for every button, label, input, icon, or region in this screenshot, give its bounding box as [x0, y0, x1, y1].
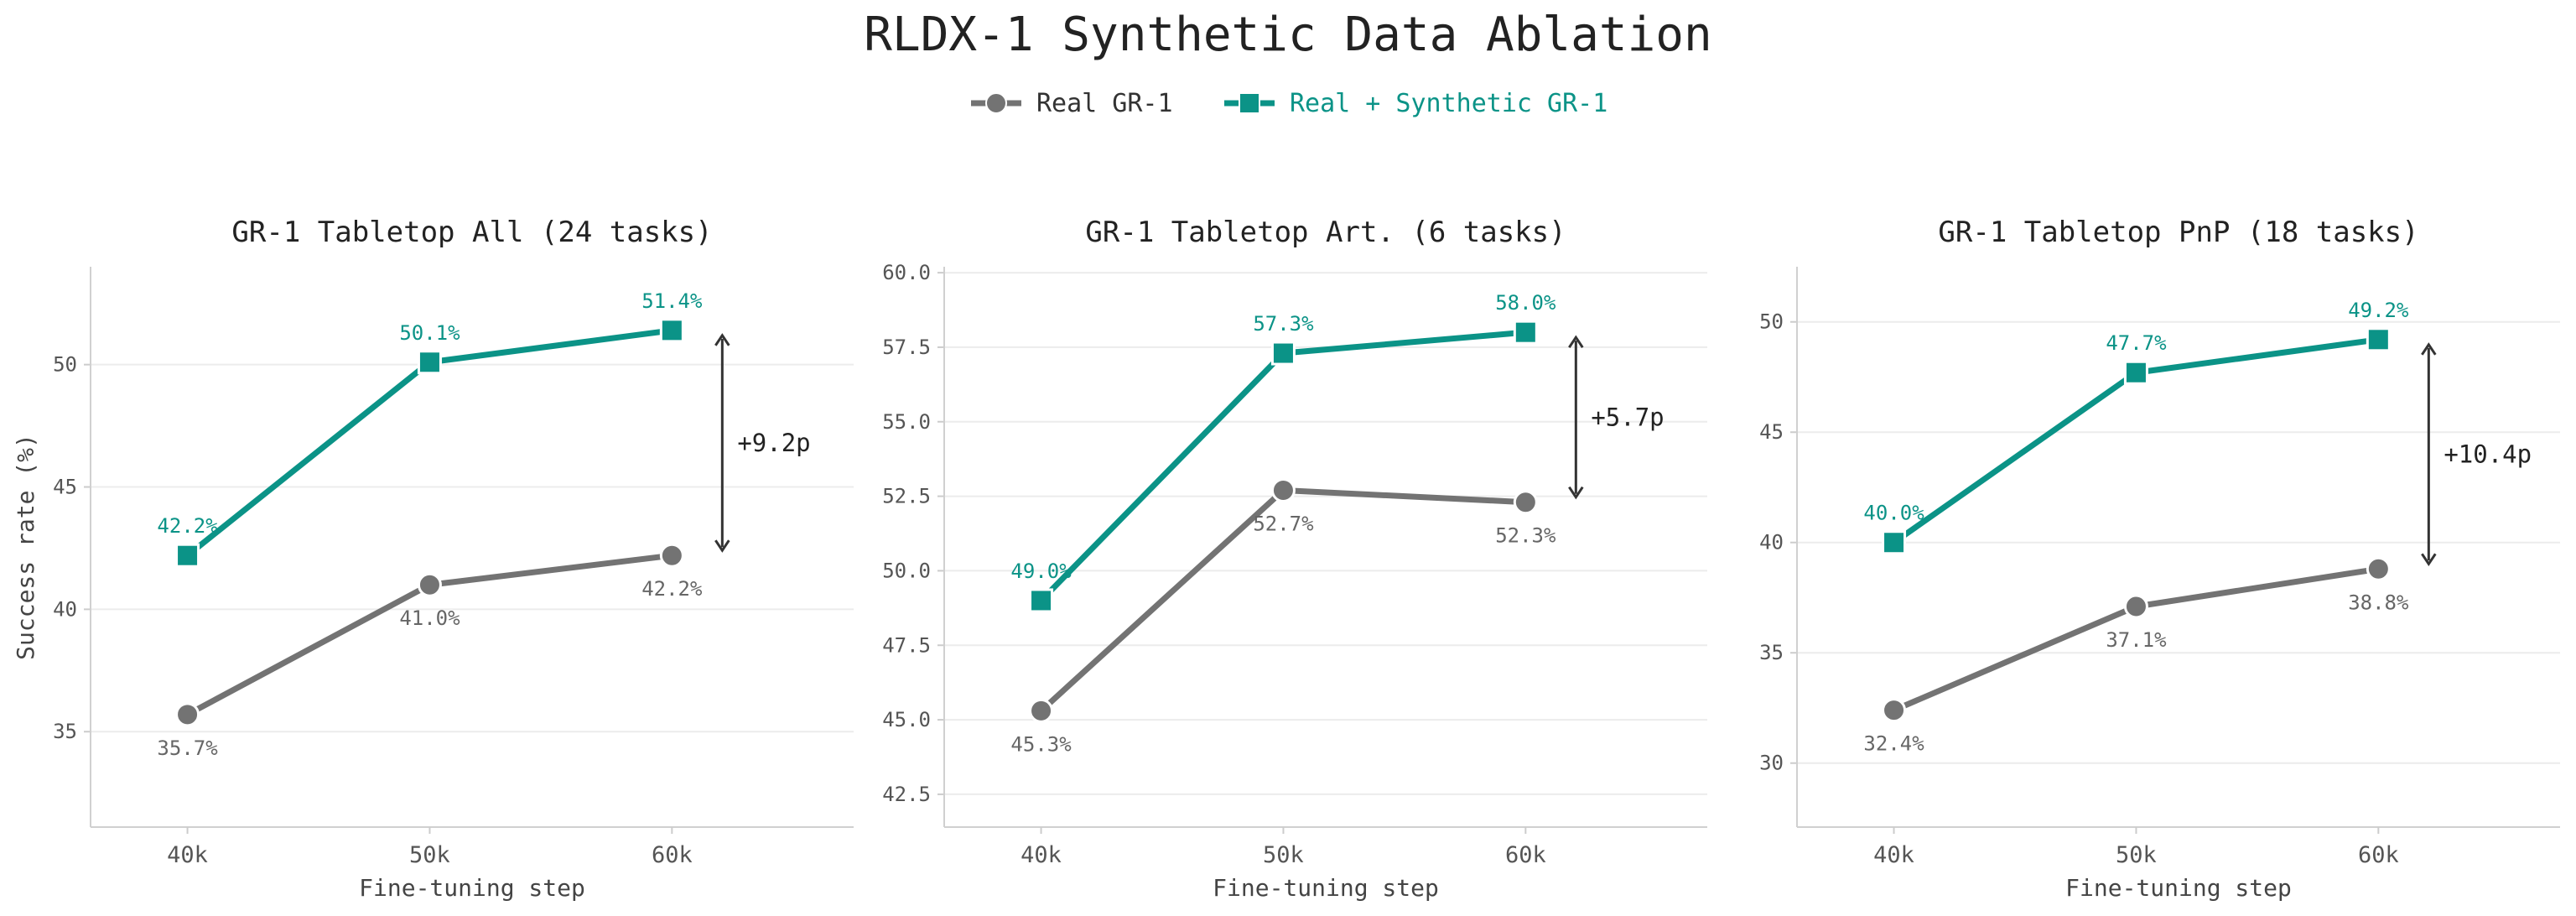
- gain-annotation: +9.2p: [714, 333, 811, 553]
- y-tick-label: 47.5: [882, 633, 931, 657]
- x-axis-label: Fine-tuning step: [2065, 874, 2292, 902]
- y-tick-label: 50: [53, 353, 77, 377]
- y-tick-label: 40: [53, 597, 77, 621]
- data-label-synthetic: 58.0%: [1495, 291, 1556, 315]
- legend-item-synthetic: Real + Synthetic GR-1: [1224, 89, 1607, 118]
- panel-title: GR-1 Tabletop PnP (18 tasks): [1938, 216, 2418, 249]
- y-tick-label: 35: [53, 720, 77, 743]
- data-point-synthetic: [1513, 320, 1538, 345]
- x-tick-label: 40k: [1873, 842, 1914, 868]
- legend-real-marker: [985, 92, 1007, 114]
- data-label-synthetic: 40.0%: [1863, 502, 1924, 525]
- gain-arrow-head-top: [2421, 342, 2437, 356]
- gain-arrow-head-top: [714, 333, 730, 346]
- data-point-real: [659, 543, 684, 568]
- data-label-real: 45.3%: [1010, 732, 1072, 756]
- x-axis-label: Fine-tuning step: [1213, 874, 1439, 902]
- x-tick-label: 60k: [652, 842, 693, 868]
- data-point-synthetic: [1270, 341, 1296, 366]
- gain-arrow-head-bottom: [2421, 553, 2437, 567]
- data-label-real: 52.7%: [1253, 512, 1314, 535]
- x-tick-label: 60k: [1505, 842, 1546, 868]
- y-tick-label: 45: [1759, 420, 1784, 444]
- data-point-real: [1270, 477, 1296, 502]
- gain-arrow-head-bottom: [1568, 486, 1584, 500]
- x-tick-label: 50k: [1263, 842, 1304, 868]
- data-label-synthetic: 51.4%: [641, 289, 703, 313]
- panel-2: 42.5 45.0 47.5 50.0 52.5 55.0 57.5 60.0 40k 50k 60…: [882, 216, 1707, 902]
- y-tick-label: 50: [1759, 310, 1784, 334]
- data-label-synthetic: 50.1%: [399, 321, 460, 345]
- y-tick-label: 57.5: [882, 336, 931, 359]
- data-point-real: [2123, 594, 2148, 619]
- legend-item-real: Real GR-1: [971, 89, 1173, 118]
- data-label-real: 52.3%: [1495, 524, 1556, 548]
- data-label-synthetic: 49.0%: [1010, 559, 1072, 583]
- panel-1: 35 40 45 50 40k 50k 60k GR-1 Tabletop All (24 t…: [12, 216, 854, 902]
- data-label-synthetic: 49.2%: [2348, 299, 2409, 322]
- gain-label: +5.7p: [1591, 403, 1664, 431]
- gain-annotation: +5.7p: [1568, 335, 1665, 500]
- data-label-real: 42.2%: [641, 577, 703, 601]
- x-tick-label: 40k: [1021, 842, 1062, 868]
- legend-synthetic-label: Real + Synthetic GR-1: [1290, 89, 1607, 118]
- y-tick-label: 35: [1759, 641, 1784, 664]
- data-label-real: 35.7%: [157, 736, 218, 760]
- data-point-real: [1029, 698, 1054, 723]
- y-tick-label: 50.0: [882, 559, 931, 582]
- data-point-real: [175, 702, 200, 727]
- y-tick-label: 45: [53, 476, 77, 499]
- data-point-synthetic: [417, 350, 442, 375]
- y-axis-label: Success rate (%): [12, 434, 39, 660]
- data-label-synthetic: 57.3%: [1253, 312, 1314, 336]
- x-tick-label: 60k: [2358, 842, 2399, 868]
- data-point-real: [1513, 490, 1538, 515]
- y-tick-label: 42.5: [882, 783, 931, 806]
- y-tick-label: 52.5: [882, 485, 931, 508]
- legend-synthetic-marker: [1239, 92, 1260, 114]
- y-tick-label: 40: [1759, 531, 1784, 554]
- data-label-synthetic: 42.2%: [157, 514, 218, 538]
- y-tick-label: 45.0: [882, 708, 931, 731]
- data-point-synthetic: [659, 318, 684, 343]
- data-point-synthetic: [1882, 530, 1907, 555]
- gain-arrow-head-bottom: [714, 539, 730, 553]
- panel-title: GR-1 Tabletop Art. (6 tasks): [1085, 216, 1566, 249]
- x-tick-label: 50k: [409, 842, 450, 868]
- gain-annotation: +10.4p: [2421, 342, 2532, 567]
- x-axis-label: Fine-tuning step: [359, 874, 585, 902]
- x-tick-label: 40k: [167, 842, 208, 868]
- legend-real-label: Real GR-1: [1036, 89, 1173, 118]
- panel-title: GR-1 Tabletop All (24 tasks): [231, 216, 712, 249]
- y-tick-label: 30: [1759, 752, 1784, 775]
- data-label-real: 38.8%: [2348, 591, 2409, 614]
- data-label-real: 37.1%: [2106, 628, 2167, 652]
- figure-title: RLDX-1 Synthetic Data Ablation: [864, 8, 1711, 62]
- y-tick-label: 55.0: [882, 410, 931, 434]
- data-point-synthetic: [175, 543, 200, 568]
- data-point-real: [417, 572, 442, 597]
- gain-label: +10.4p: [2444, 440, 2532, 469]
- y-tick-label: 60.0: [882, 261, 931, 284]
- x-tick-label: 50k: [2116, 842, 2157, 868]
- data-point-real: [1882, 698, 1907, 723]
- gain-label: +9.2p: [737, 429, 810, 457]
- data-point-synthetic: [1029, 588, 1054, 613]
- data-point-synthetic: [2123, 360, 2148, 385]
- data-point-synthetic: [2366, 327, 2391, 352]
- data-label-real: 41.0%: [399, 606, 460, 630]
- data-label-synthetic: 47.7%: [2106, 331, 2167, 355]
- legend: Real GR-1 Real + Synthetic GR-1: [971, 89, 1607, 118]
- gain-arrow-head-top: [1568, 335, 1584, 349]
- panel-3: 30 35 40 45 50 40k 50k 60k GR-1 Tabletop PnP (18…: [1759, 216, 2560, 902]
- series-line-synthetic: [1038, 329, 1529, 604]
- data-point-real: [2366, 556, 2391, 581]
- data-label-real: 32.4%: [1863, 732, 1924, 756]
